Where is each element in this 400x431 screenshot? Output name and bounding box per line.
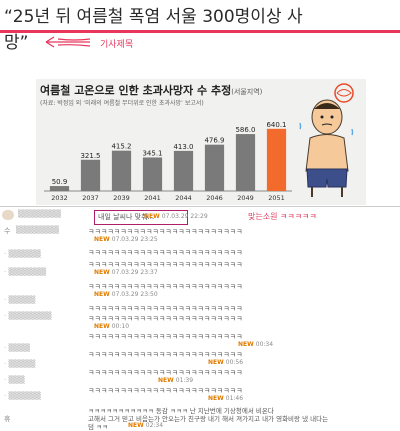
sweating-man-illustration: [299, 83, 354, 197]
sidebar-blurred-item[interactable]: · ▒▒▒▒▒▒▒: [4, 268, 47, 276]
bar-value-label: 50.9: [52, 178, 68, 186]
bar: [173, 150, 194, 191]
reply-meta: NEW 02:34: [128, 422, 164, 429]
comment-text[interactable]: ㅋㅋㅋㅋㅋㅋㅋㅋㅋㅋㅋㅋㅋㅋㅋㅋㅋㅋㅋㅋㅋㅋㅋㅋ: [88, 261, 243, 269]
chart-title: 여름철 고온으로 인한 초과사망자 수 추정(서울지역): [40, 82, 262, 98]
bar-chart: 50.9 2032 321.5 2037 415.2 2039 345.1 2041 413.0…: [44, 121, 292, 202]
sidebar-blurred-item[interactable]: ▒▒▒▒▒▒▒▒: [16, 226, 60, 234]
bar: [80, 159, 101, 191]
sidebar-blurred-item[interactable]: · ▒▒▒▒▒: [4, 296, 36, 304]
bar: [235, 134, 256, 191]
sidebar-blurred-item[interactable]: · ▒▒▒▒▒▒: [4, 392, 41, 400]
comment-text[interactable]: ㅋㅋㅋㅋㅋㅋㅋㅋㅋㅋㅋㅋㅋㅋㅋㅋㅋㅋㅋㅋㅋㅋㅋㅋ: [88, 283, 243, 291]
x-tick-label: 2051: [268, 194, 285, 202]
x-tick-label: 2049: [237, 194, 254, 202]
reply-text-line-2[interactable]: 고해서 그거 믿고 비음는가 안오는가 친구랑 내기 해서 져가지고 내가 영화…: [88, 415, 329, 423]
first-comment-text[interactable]: 내일 날씨나 맞춰...: [98, 213, 155, 221]
arrow-scribble-icon: [45, 36, 91, 48]
reply-text-line-3[interactable]: 덤 ㅋㅋ: [88, 423, 109, 431]
comment-text[interactable]: ㅋㅋㅋㅋㅋㅋㅋㅋㅋㅋㅋㅋㅋㅋㅋㅋㅋㅋㅋㅋㅋㅋㅋㅋ: [88, 315, 243, 323]
comment-text[interactable]: ㅋㅋㅋㅋㅋㅋㅋㅋㅋㅋㅋㅋㅋㅋㅋㅋㅋㅋㅋㅋㅋㅋㅋㅋ: [88, 305, 243, 313]
bar: [204, 144, 225, 191]
bar-value-label: 321.5: [80, 152, 100, 160]
sidebar: ▒▒▒▒▒▒▒▒ 수 ▒▒▒▒▒▒▒▒ · ▒▒▒▒▒▒ · ▒▒▒▒▒▒▒ ·…: [0, 208, 88, 429]
bar-value-label: 586.0: [235, 126, 255, 134]
comment-meta: NEW 01:46: [208, 395, 244, 402]
sidebar-blurred-item[interactable]: · ▒▒▒: [4, 376, 25, 384]
article-title-annotation: 기사제목: [100, 40, 134, 50]
comment-text[interactable]: ㅋㅋㅋㅋㅋㅋㅋㅋㅋㅋㅋㅋㅋㅋㅋㅋㅋㅋㅋㅋㅋㅋㅋㅋ: [88, 387, 243, 395]
bar-value-label: 640.1: [266, 121, 286, 129]
comment-meta: NEW 00:10: [94, 323, 130, 330]
x-tick-label: 2046: [206, 194, 223, 202]
sidebar-blurred-item[interactable]: · ▒▒▒▒▒: [4, 360, 36, 368]
chart-source: (자료: 박정임 외 ‘미래의 여름철 무더위로 인한 초과사망’ 보고서): [40, 100, 204, 107]
x-tick-label: 2032: [51, 194, 68, 202]
bar: [111, 150, 132, 191]
sidebar-label-mark: 휴: [4, 415, 11, 423]
comment-meta: NEW 00:34: [238, 341, 274, 348]
bar-value-label: 476.9: [204, 137, 224, 145]
comment-text[interactable]: ㅋㅋㅋㅋㅋㅋㅋㅋㅋㅋㅋㅋㅋㅋㅋㅋㅋㅋㅋㅋㅋㅋㅋㅋ: [88, 351, 243, 359]
sidebar-blurred-item[interactable]: ▒▒▒▒▒▒▒▒: [18, 210, 62, 218]
headline-line-2: 망”: [4, 33, 29, 53]
sidebar-blurred-item[interactable]: · ▒▒▒▒▒▒: [4, 250, 41, 258]
comment-meta: NEW 01:39: [158, 377, 194, 384]
comment-meta: NEW 00:56: [208, 359, 244, 366]
bar-value-label: 415.2: [111, 143, 131, 151]
first-comment-meta: NEW 07.03.29 22:29: [144, 213, 208, 220]
comment-text[interactable]: ㅋㅋㅋㅋㅋㅋㅋㅋㅋㅋㅋㅋㅋㅋㅋㅋㅋㅋㅋㅋㅋㅋㅋㅋ: [88, 228, 243, 236]
sidebar-blurred-item[interactable]: · ▒▒▒▒▒▒▒▒: [4, 312, 52, 320]
comment-text[interactable]: ㅋㅋㅋㅋㅋㅋㅋㅋㅋㅋㅋㅋㅋㅋㅋㅋㅋㅋㅋㅋㅋㅋㅋㅋ: [88, 369, 243, 377]
headline-underline: [0, 30, 400, 33]
chart-title-region: (서울지역): [231, 88, 263, 96]
sidebar-blurred-item[interactable]: · ▒▒▒▒: [4, 344, 30, 352]
chart-title-text: 여름철 고온으로 인한 초과사망자 수 추정: [40, 84, 232, 97]
bar-value-label: 413.0: [173, 143, 193, 151]
bar: [49, 186, 70, 191]
section-divider: [0, 206, 400, 207]
comment-list: 내일 날씨나 맞춰... NEW 07.03.29 22:29 맞는소원 ㅋㅋㅋㅋ…: [88, 208, 400, 431]
comment-meta: NEW 07.03.29 23:25: [94, 236, 158, 243]
wish-annotation: 맞는소원 ㅋㅋㅋㅋㅋ: [248, 212, 317, 221]
highlight-box: [94, 210, 188, 225]
comment-meta: NEW 07.03.29 23:37: [94, 269, 158, 276]
x-tick-label: 2039: [113, 194, 130, 202]
comment-meta: NEW 07.03.29 23:50: [94, 291, 158, 298]
bar-value-label: 345.1: [142, 149, 162, 157]
x-tick-label: 2044: [175, 194, 192, 202]
sidebar-label-top: 수: [4, 227, 11, 235]
chart-figure: 여름철 고온으로 인한 초과사망자 수 추정(서울지역) (자료: 박정임 외 …: [36, 79, 366, 205]
reply-text-line-1[interactable]: ㅋㅋㅋㅋㅋㅋㅋㅋㅋㅋㅋ 동감 ㅋㅋㅋ 난 지난번에 기상청에서 비온다: [88, 407, 274, 415]
article-headline: “25년 뒤 여름철 폭염 서울 300명이상 사 망”: [4, 4, 400, 56]
bar: [266, 128, 287, 191]
avatar-icon: [2, 210, 14, 220]
headline-line-1: “25년 뒤 여름철 폭염 서울 300명이상 사: [4, 7, 303, 27]
comment-text[interactable]: ㅋㅋㅋㅋㅋㅋㅋㅋㅋㅋㅋㅋㅋㅋㅋㅋㅋㅋㅋㅋㅋㅋㅋㅋ: [88, 249, 243, 257]
x-tick-label: 2037: [82, 194, 99, 202]
comment-text[interactable]: ㅋㅋㅋㅋㅋㅋㅋㅋㅋㅋㅋㅋㅋㅋㅋㅋㅋㅋㅋㅋㅋㅋㅋㅋ: [88, 333, 243, 341]
x-tick-label: 2041: [144, 194, 161, 202]
bar: [142, 157, 163, 191]
